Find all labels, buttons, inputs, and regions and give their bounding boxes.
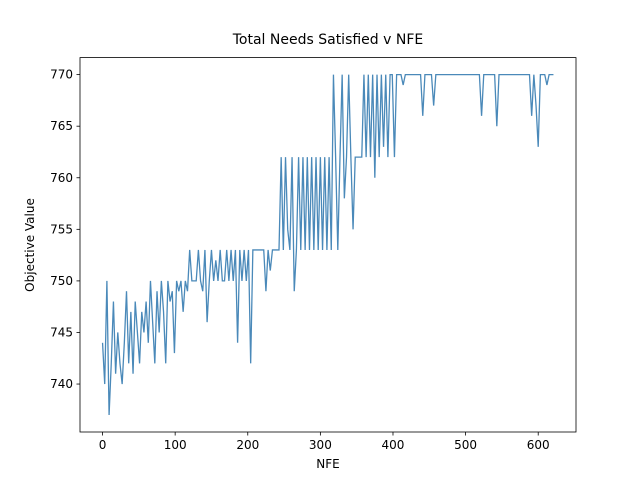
x-tick-label: 0 (99, 438, 107, 452)
y-tick-label: 750 (50, 274, 73, 288)
y-tick-label: 740 (50, 377, 73, 391)
y-axis-label: Objective Value (23, 198, 37, 292)
y-tick-label: 755 (50, 222, 73, 236)
x-tick-label: 100 (164, 438, 187, 452)
y-tick-label: 770 (50, 68, 73, 82)
y-tick-label: 760 (50, 171, 73, 185)
y-tick-label: 745 (50, 325, 73, 339)
x-tick-label: 600 (527, 438, 550, 452)
chart-title: Total Needs Satisfied v NFE (232, 32, 424, 48)
axes-frame (79, 57, 577, 433)
x-tick-label: 500 (454, 438, 477, 452)
x-tick-label: 400 (382, 438, 405, 452)
data-line (101, 73, 554, 416)
x-axis-label: NFE (316, 457, 339, 471)
x-tick-label: 300 (309, 438, 332, 452)
x-tick-label: 200 (236, 438, 259, 452)
y-tick-label: 765 (50, 119, 73, 133)
